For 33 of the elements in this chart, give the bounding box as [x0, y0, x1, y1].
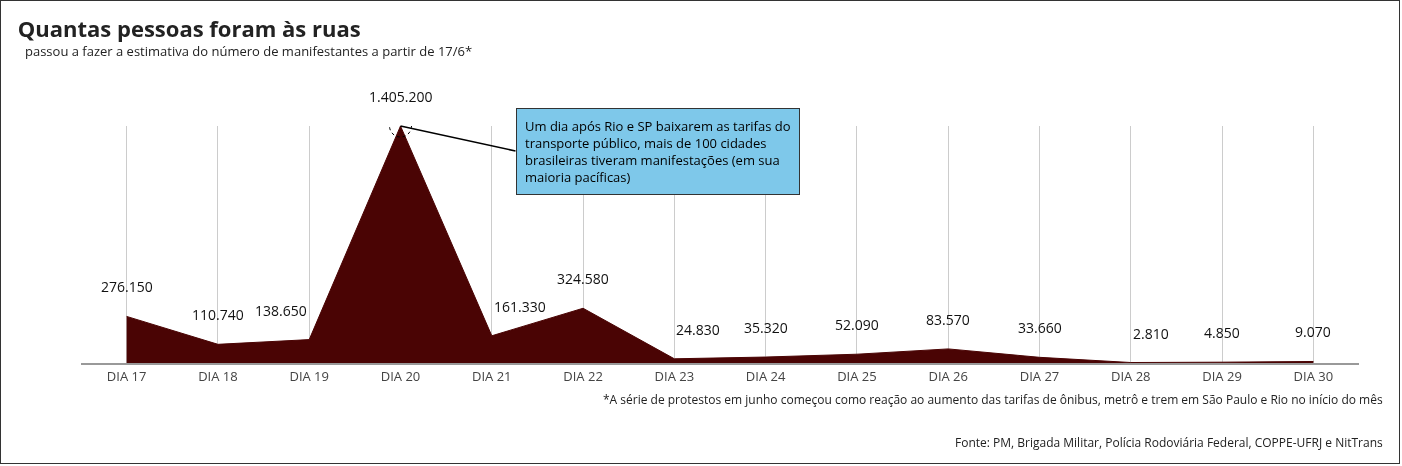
x-tick-label: DIA 21 [472, 366, 512, 385]
data-label: 110.740 [192, 305, 244, 324]
annotation: Um dia após Rio e SP baixarem as tarifas do transporte público, mais de 100 cidades brasileiras tiveram manifestações (em sua maioria pacíficas) [525, 117, 791, 186]
x-tick-label: DIA 28 [1111, 366, 1151, 385]
x-tick-label: DIA 24 [745, 366, 786, 385]
data-label: 83.570 [926, 310, 970, 329]
data-label: 4.850 [1204, 323, 1240, 342]
x-tick-label: DIA 25 [837, 366, 877, 385]
data-label: 24.830 [676, 320, 720, 339]
data-label: 33.660 [1018, 318, 1062, 337]
x-tick-label: DIA 17 [106, 366, 147, 385]
x-tick-label: DIA 22 [563, 366, 603, 385]
data-label: 276.150 [101, 277, 153, 296]
x-tick-label: DIA 19 [289, 366, 329, 385]
x-tick-label: DIA 23 [654, 366, 695, 385]
chart-subtitle: passou a fazer a estimativa do número de manifestantes a partir de 17/6* [25, 42, 473, 60]
data-label: 35.320 [744, 318, 788, 337]
x-tick-label: DIA 29 [1202, 366, 1242, 385]
x-tick-label: DIA 20 [380, 366, 421, 385]
text: *A série de protestos em junho começou como reação ao aumento das tarifas de ônibus, metrô e trem em São Paulo e Rio no início do mês [603, 391, 1383, 408]
x-tick-label: DIA 30 [1293, 366, 1334, 385]
x-tick-label: DIA 26 [928, 366, 968, 385]
data-label: 1.405.200 [369, 87, 433, 106]
data-label: 138.650 [255, 301, 307, 320]
chart-title: Quantas pessoas foram às ruas [17, 13, 361, 44]
data-label: 161.330 [494, 297, 546, 316]
data-label: 324.580 [557, 269, 609, 288]
data-label: 2.810 [1133, 324, 1169, 343]
source-note: Fonte: PM, Brigada Militar, Polícia Rodoviária Federal, COPPE-UFRJ e NitTrans [955, 434, 1384, 451]
data-label: 52.090 [835, 315, 879, 334]
x-tick-label: DIA 18 [198, 366, 238, 385]
x-tick-label: DIA 27 [1019, 366, 1060, 385]
data-label: 9.070 [1295, 322, 1331, 341]
